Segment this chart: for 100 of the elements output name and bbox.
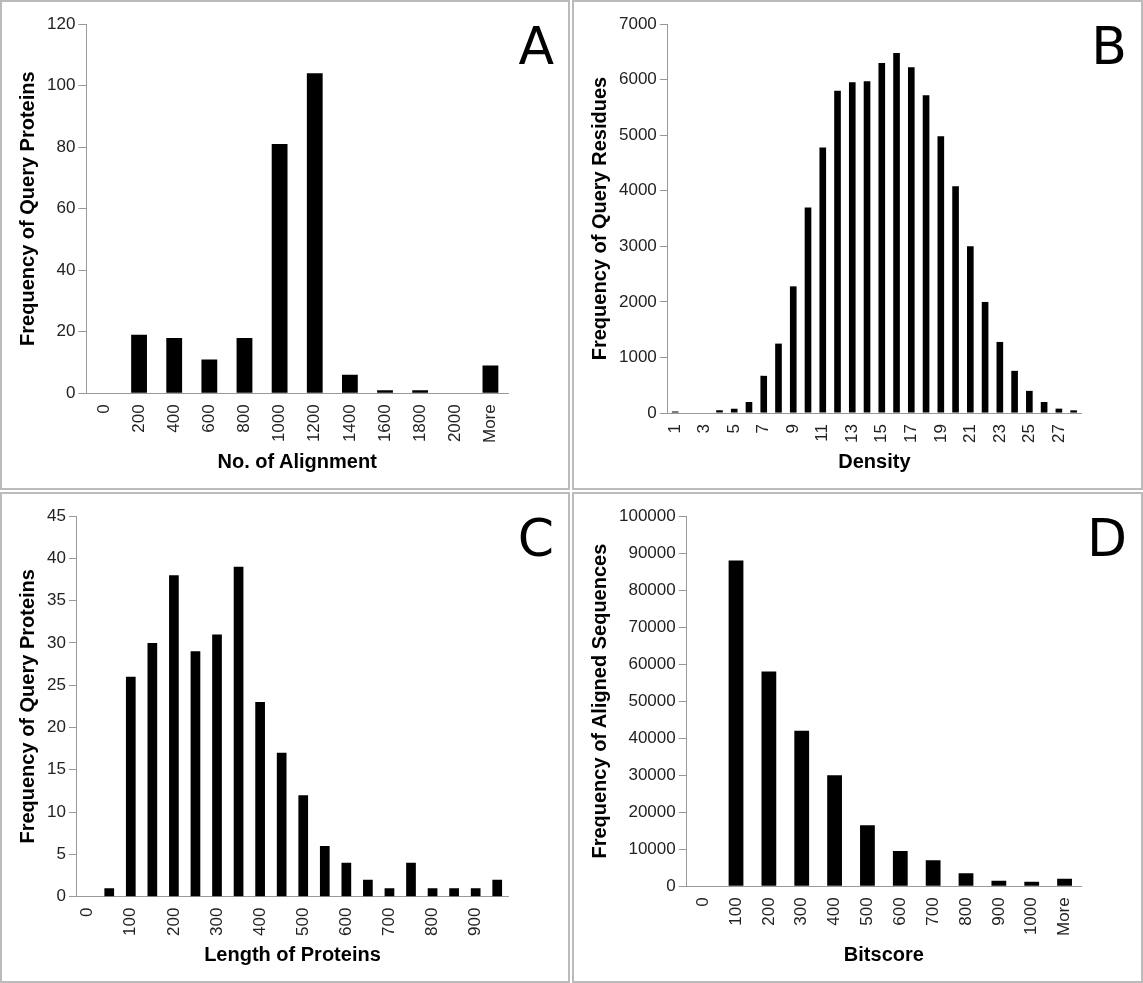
x-tick-label: 5 [723,424,743,434]
bar [166,337,183,393]
bar [991,880,1007,886]
y-tick-label: 25 [46,674,66,694]
y-tick-label: 60 [56,198,76,218]
bar [804,207,812,413]
bar [201,359,218,393]
bar [937,136,945,413]
x-tick-label: 1000 [269,404,289,443]
x-tick-label: 15 [871,424,891,444]
y-tick-label: 3000 [618,236,657,256]
bar [482,365,499,393]
bar [925,860,941,886]
x-tick-label: 500 [292,907,312,937]
y-tick-label: 90000 [628,542,676,562]
bar [981,301,989,413]
x-tick-label: 23 [989,424,1009,444]
x-tick-label: 300 [206,907,226,937]
x-tick-label: 1600 [374,404,394,443]
bar [760,375,768,413]
x-tick-label: 3 [694,424,714,434]
bar [427,888,438,897]
bar [363,879,373,897]
x-tick-label: 7 [753,424,773,434]
bar [745,401,753,413]
bar [967,246,974,413]
y-axis-title: Frequency of Aligned Sequences [587,543,610,859]
x-tick-label: 9 [782,424,802,434]
bar [319,845,330,897]
y-tick-label: 4000 [618,180,657,200]
x-tick-label: 400 [824,897,844,926]
x-tick-label: 800 [955,897,975,926]
y-tick-label: 1000 [618,347,657,367]
x-tick-label: 200 [163,907,183,937]
bar [893,52,900,413]
x-tick-label: 500 [857,897,877,926]
x-tick-label: 1200 [304,404,324,443]
x-tick-label: 21 [960,424,980,444]
bar [907,67,915,413]
y-axis-title: Frequency of Query Residues [587,76,610,361]
bar [863,81,871,413]
y-tick-label: 20 [46,717,66,737]
y-tick-label: 20000 [628,801,676,821]
bar [775,343,782,413]
bar [131,334,147,393]
bar [298,795,309,897]
bar [470,888,481,897]
bar [996,341,1004,413]
bar [794,730,810,886]
x-tick-label: 17 [900,424,920,444]
y-tick-label: 40000 [628,727,676,747]
y-tick-label: 30000 [628,764,676,784]
y-tick-label: 40 [56,259,76,279]
y-tick-label: 6000 [618,69,657,89]
y-tick-label: 10000 [628,838,676,858]
bar [1057,878,1072,886]
bar [1070,410,1077,413]
bar [271,144,288,393]
x-tick-label: More [480,404,500,443]
x-tick-label: 800 [234,404,254,433]
text: B [1091,15,1127,76]
y-tick-label: 30 [46,632,66,652]
x-tick-label: 19 [930,424,950,444]
y-tick-label: 0 [666,875,676,895]
bar [892,851,908,886]
x-tick-label: 11 [812,424,832,442]
text: D [1086,507,1127,568]
x-tick-label: 400 [163,404,183,433]
bar [789,286,797,413]
y-tick-label: 40 [46,547,66,567]
bar [1011,370,1018,413]
x-tick-label: 0 [77,907,97,918]
bar [922,95,930,413]
bar [1040,401,1048,413]
x-axis-title: Bitscore [843,942,924,965]
y-tick-label: 5000 [618,124,657,144]
y-tick-label: 10 [46,801,66,821]
x-tick-label: 1800 [409,404,429,443]
y-tick-label: 80000 [628,579,676,599]
x-axis-title: No. of Alignment [217,449,378,472]
y-tick-label: 60000 [628,653,676,673]
x-tick-label: 600 [336,907,356,937]
x-tick-label: 700 [379,907,399,937]
x-axis-title: Density [838,449,912,472]
y-tick-label: 45 [46,505,66,525]
bar [1055,408,1063,413]
x-tick-label: 700 [922,897,942,926]
bar [147,642,158,897]
x-tick-label: 13 [841,424,861,444]
bar [412,390,429,393]
y-tick-label: 2000 [618,291,657,311]
x-tick-label: 1 [664,424,684,434]
bar [104,888,115,897]
y-tick-label: 50000 [628,690,676,710]
bar [255,702,265,897]
y-tick-label: 5 [56,844,66,864]
x-tick-label: 900 [988,897,1008,926]
bar [958,873,974,886]
bar [952,186,959,413]
x-tick-label: More [1054,897,1074,936]
